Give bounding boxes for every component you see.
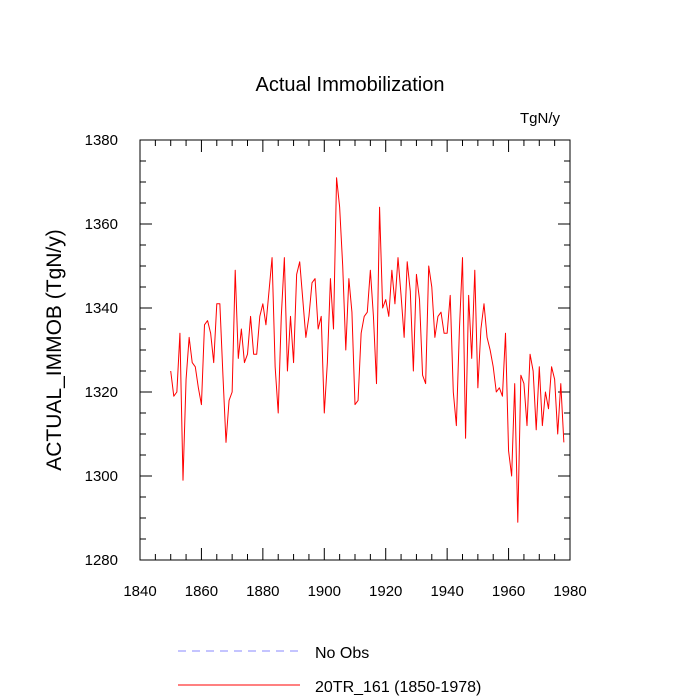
series-line: [170, 177, 565, 523]
y-tick-label: 1280: [85, 552, 118, 569]
x-tick-label: 1940: [430, 583, 463, 600]
y-tick-label: 1340: [85, 300, 118, 317]
y-tick-label: 1320: [85, 384, 118, 401]
plot-frame: [139, 139, 571, 561]
series-layer: [170, 177, 565, 523]
y-axis-label: ACTUAL_IMMOB (TgN/y): [43, 229, 66, 471]
x-tick-label: 1920: [369, 583, 402, 600]
chart-title: Actual Immobilization: [256, 74, 445, 96]
y-tick-label: 1360: [85, 216, 118, 233]
y-tick-labels: 1280 1300 1320 1340 1360 1380: [85, 132, 118, 569]
x-tick-labels: 1840 1860 1880 1900 1920 1940 1960 1980: [123, 583, 586, 600]
y-tick-label: 1300: [85, 468, 118, 485]
x-tick-label: 1860: [185, 583, 218, 600]
axis-ticks: [139, 139, 571, 561]
x-tick-label: 1960: [492, 583, 525, 600]
y-tick-label: 1380: [85, 132, 118, 149]
x-tick-label: 1980: [553, 583, 586, 600]
x-tick-label: 1900: [308, 583, 341, 600]
x-tick-label: 1880: [246, 583, 279, 600]
legend-label-20tr-161: 20TR_161 (1850-1978): [315, 679, 481, 696]
x-tick-label: 1840: [123, 583, 156, 600]
units-label: TgN/y: [520, 110, 561, 127]
legend-label-no-obs: No Obs: [315, 645, 369, 662]
legend: No Obs 20TR_161 (1850-1978): [178, 645, 481, 696]
